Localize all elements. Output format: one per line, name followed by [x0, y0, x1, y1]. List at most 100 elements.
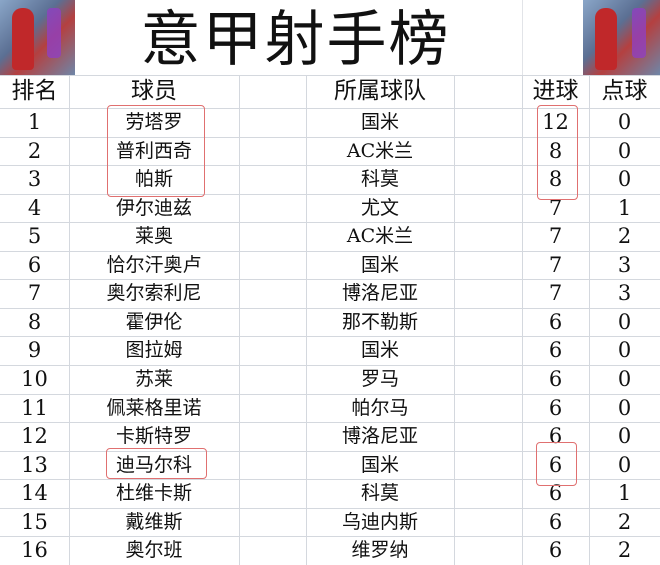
cell-penalties: 0	[617, 139, 632, 163]
cell-team: 罗马	[360, 368, 399, 390]
cell-goals: 6	[548, 396, 563, 420]
grid-line	[0, 194, 660, 195]
cell-player: 佩莱格里诺	[106, 397, 202, 419]
cell-penalties: 0	[617, 167, 632, 191]
cell-player: 迪马尔科	[115, 454, 192, 476]
cell-goals: 6	[548, 338, 563, 362]
grid-line	[522, 0, 523, 75]
grid-line	[239, 75, 240, 565]
grid-line	[0, 165, 660, 166]
grid-line	[0, 365, 660, 366]
header-player: 球员	[131, 78, 177, 104]
cell-goals: 8	[548, 167, 563, 191]
header-team: 所属球队	[334, 78, 426, 104]
cell-player: 恰尔汗奥卢	[106, 254, 202, 276]
cell-goals: 6	[548, 367, 563, 391]
highlight-box-player-13	[106, 448, 207, 479]
cell-penalties: 2	[617, 510, 632, 534]
cell-player: 奥尔班	[125, 539, 183, 561]
cell-goals: 7	[548, 253, 563, 277]
cell-penalties: 0	[617, 396, 632, 420]
cell-penalties: 0	[617, 338, 632, 362]
cell-team: 博洛尼亚	[341, 425, 418, 447]
cell-goals: 6	[548, 453, 563, 477]
cell-player: 苏莱	[134, 368, 173, 390]
cell-player: 帕斯	[134, 168, 173, 190]
cell-penalties: 2	[617, 538, 632, 562]
highlight-box-top3-players	[107, 105, 205, 197]
grid-line	[0, 422, 660, 423]
cell-player: 杜维卡斯	[115, 482, 192, 504]
cell-team: 乌迪内斯	[341, 511, 418, 533]
cell-player: 普利西奇	[115, 140, 192, 162]
cell-rank: 5	[27, 224, 42, 248]
cell-goals: 7	[548, 196, 563, 220]
cell-rank: 13	[21, 453, 48, 477]
cell-team: 维罗纳	[351, 539, 409, 561]
cell-player: 奥尔索利尼	[106, 282, 202, 304]
cell-team: 科莫	[360, 168, 399, 190]
cell-rank: 15	[21, 510, 48, 534]
cell-goals: 6	[548, 481, 563, 505]
cell-goals: 8	[548, 139, 563, 163]
cell-penalties: 0	[617, 310, 632, 334]
cell-penalties: 1	[617, 481, 632, 505]
cell-penalties: 0	[617, 110, 632, 134]
cell-team: 博洛尼亚	[341, 282, 418, 304]
cell-rank: 4	[27, 196, 42, 220]
cell-player: 戴维斯	[125, 511, 183, 533]
grid-line	[0, 279, 660, 280]
cell-rank: 7	[27, 281, 42, 305]
cell-rank: 2	[27, 139, 42, 163]
grid-line	[0, 451, 660, 452]
grid-line	[454, 75, 455, 565]
cell-goals: 6	[548, 538, 563, 562]
cell-goals: 12	[542, 110, 569, 134]
cell-goals: 6	[548, 310, 563, 334]
cell-rank: 9	[27, 338, 42, 362]
cell-rank: 3	[27, 167, 42, 191]
cell-rank: 16	[21, 538, 48, 562]
grid-line	[0, 394, 660, 395]
cell-team: AC米兰	[346, 225, 414, 247]
cell-penalties: 3	[617, 281, 632, 305]
cell-rank: 14	[21, 481, 48, 505]
grid-line	[0, 479, 660, 480]
cell-team: 国米	[360, 254, 399, 276]
cell-player: 劳塔罗	[125, 111, 183, 133]
cell-rank: 6	[27, 253, 42, 277]
highlight-box-top3-goals	[537, 105, 578, 200]
cell-goals: 7	[548, 281, 563, 305]
cell-rank: 12	[21, 424, 48, 448]
cell-player: 莱奥	[134, 225, 173, 247]
cell-player: 图拉姆	[125, 339, 183, 361]
cell-player: 霍伊伦	[125, 311, 183, 333]
cell-rank: 8	[27, 310, 42, 334]
grid-line	[0, 222, 660, 223]
highlight-box-goals-13	[536, 442, 577, 486]
grid-line	[0, 536, 660, 537]
cell-team: 尤文	[360, 197, 399, 219]
cell-team: 国米	[360, 111, 399, 133]
grid-line	[0, 137, 660, 138]
grid-line	[522, 75, 523, 565]
cell-rank: 1	[27, 110, 42, 134]
cell-team: AC米兰	[346, 140, 414, 162]
cell-team: 帕尔马	[351, 397, 409, 419]
grid-line	[0, 251, 660, 252]
anime-player-image-right	[583, 0, 660, 75]
grid-line	[0, 308, 660, 309]
anime-player-image-left	[0, 0, 75, 75]
cell-penalties: 0	[617, 367, 632, 391]
header-goals: 进球	[532, 78, 579, 104]
cell-team: 国米	[360, 339, 399, 361]
cell-penalties: 0	[617, 424, 632, 448]
header-rank: 排名	[11, 78, 58, 104]
cell-player: 伊尔迪兹	[115, 197, 192, 219]
cell-rank: 11	[21, 396, 48, 420]
grid-line	[0, 336, 660, 337]
cell-team: 科莫	[360, 482, 399, 504]
page-title: 意甲射手榜	[140, 5, 451, 75]
cell-rank: 10	[21, 367, 48, 391]
